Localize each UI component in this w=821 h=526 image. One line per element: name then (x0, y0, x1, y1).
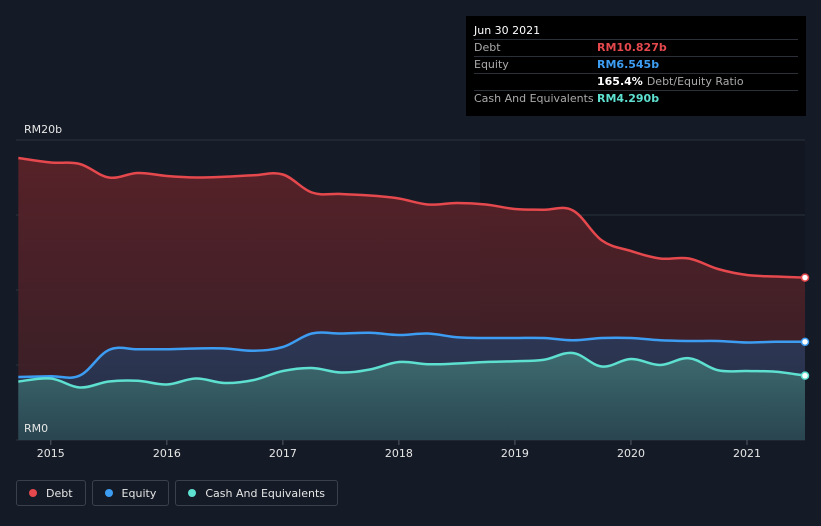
tooltip-equity-value: RM6.545b (597, 58, 660, 71)
legend-item-cash[interactable]: Cash And Equivalents (175, 480, 338, 506)
x-tick-label: 2018 (385, 447, 413, 460)
cash-line (18, 351, 806, 389)
cash-end-marker[interactable] (800, 371, 810, 380)
x-tick-label: 2020 (617, 447, 645, 460)
tooltip-ratio-value: 165.4% (597, 75, 643, 88)
tooltip-cash-label: Cash And Equivalents (474, 92, 594, 105)
equity-line (18, 331, 806, 379)
tooltip-equity-label: Equity (474, 58, 509, 71)
cash-area (18, 352, 805, 440)
y-axis-bottom-label: RM0 (24, 422, 48, 435)
tooltip-row-equity: Equity RM6.545b (474, 56, 798, 73)
legend-dot-debt-icon (29, 489, 37, 497)
tooltip-debt-label: Debt (474, 41, 501, 54)
tooltip-row-debt: Debt RM10.827b (474, 39, 798, 56)
tooltip-row-ratio: 165.4% Debt/Equity Ratio (474, 73, 798, 90)
tooltip-ratio-desc: Debt/Equity Ratio (646, 75, 744, 88)
chart-legend: Debt Equity Cash And Equivalents (16, 480, 338, 506)
x-tick-label: 2016 (153, 447, 181, 460)
x-tick-label: 2021 (733, 447, 761, 460)
legend-item-equity[interactable]: Equity (91, 480, 170, 506)
tooltip-cash-value: RM4.290b (597, 92, 660, 105)
legend-item-debt[interactable]: Debt (16, 480, 86, 506)
legend-dot-cash-icon (188, 489, 197, 497)
data-tooltip: Jun 30 2021 Debt RM10.827b Equity RM6.54… (466, 16, 806, 116)
x-tick-label: 2017 (269, 447, 297, 460)
y-axis-top-label: RM20b (24, 123, 62, 136)
legend-label-debt: Debt (46, 486, 73, 500)
debt-line (18, 156, 806, 279)
tooltip-date: Jun 30 2021 (474, 24, 541, 37)
x-tick-label: 2015 (37, 447, 65, 460)
tooltip-debt-value: RM10.827b (597, 41, 667, 54)
x-tick-label: 2019 (501, 447, 529, 460)
equity-end-marker[interactable] (800, 337, 810, 347)
debt-end-marker[interactable] (800, 273, 810, 282)
legend-label-equity: Equity (121, 486, 157, 500)
legend-label-cash: Cash And Equivalents (205, 486, 325, 500)
tooltip-row-cash: Cash And Equivalents RM4.290b (474, 90, 798, 107)
legend-dot-equity-icon (104, 489, 113, 497)
